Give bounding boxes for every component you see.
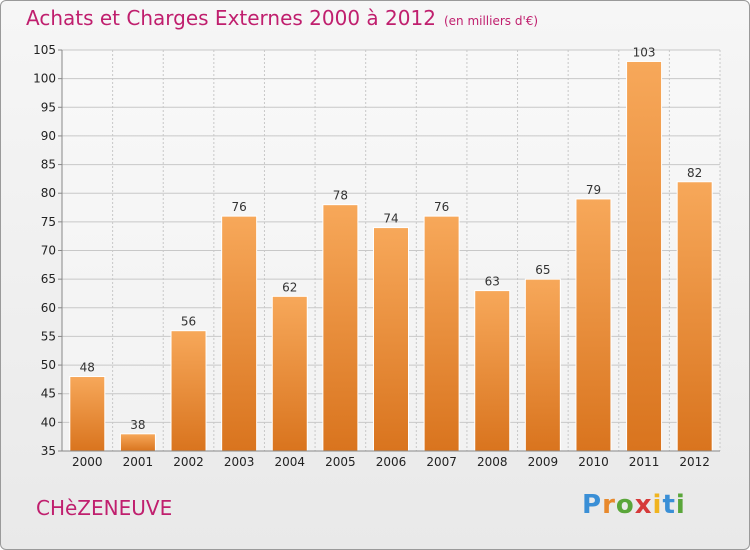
x-tick-label: 2000 — [72, 455, 103, 469]
x-tick-label: 2004 — [274, 455, 305, 469]
y-tick-label: 100 — [33, 72, 56, 86]
y-tick-label: 85 — [41, 158, 56, 172]
y-tick-label: 60 — [41, 301, 56, 315]
x-tick-label: 2006 — [376, 455, 407, 469]
logo-letter: r — [602, 490, 616, 520]
x-tick-label: 2010 — [578, 455, 609, 469]
bar-2008 — [474, 290, 511, 452]
y-tick-label: 55 — [41, 329, 56, 343]
y-tick-label: 65 — [41, 272, 56, 286]
axes: 35 40 45 50 55 60 65 70 75 80 85 90 95 100 105 2000 2001… — [33, 43, 720, 469]
x-tick-label: 2009 — [528, 455, 559, 469]
logo-letter: i — [675, 490, 686, 520]
bar-2006 — [373, 227, 409, 452]
bar-2011 — [626, 60, 663, 452]
bar-2004 — [271, 295, 308, 452]
data-label-2007: 76 — [434, 200, 449, 214]
bar-2002 — [170, 330, 207, 452]
data-label-2004: 62 — [282, 280, 297, 294]
y-tick-label: 75 — [41, 215, 56, 229]
y-tick-label: 95 — [41, 100, 56, 114]
bar-2000 — [69, 376, 106, 452]
y-tick-label: 105 — [33, 43, 56, 57]
proxiti-logo[interactable]: Proxiti — [582, 490, 686, 520]
y-tick-label: 90 — [41, 129, 56, 143]
logo-letter: t — [662, 490, 676, 520]
data-label-2011: 103 — [633, 45, 656, 59]
y-tick-label: 80 — [41, 186, 56, 200]
x-tick-label: 2007 — [426, 455, 457, 469]
logo-letter: x — [634, 490, 653, 520]
data-label-2010: 79 — [586, 183, 601, 197]
bar-2012 — [676, 181, 713, 452]
data-label-2003: 76 — [232, 200, 247, 214]
data-label-2012: 82 — [687, 166, 702, 180]
x-tick-label: 2012 — [679, 455, 710, 469]
chart-unit-note: (en milliers d'€) — [443, 14, 539, 28]
x-tick-label: 2011 — [629, 455, 660, 469]
data-label-2008: 63 — [485, 275, 500, 289]
data-label-2005: 78 — [333, 189, 348, 203]
bar-2010 — [575, 198, 612, 452]
y-tick-label: 70 — [41, 244, 56, 258]
bar-2001 — [119, 433, 156, 452]
y-tick-label: 50 — [41, 358, 56, 372]
x-tick-label: 2001 — [123, 455, 154, 469]
y-tick-label: 40 — [41, 415, 56, 429]
data-label-2000: 48 — [80, 361, 95, 375]
data-label-2002: 56 — [181, 315, 196, 329]
chart-header: Achats et Charges Externes 2000 à 2012 (e… — [26, 6, 538, 30]
commune-name: CHèZENEUVE — [36, 496, 173, 520]
data-label-2006: 74 — [383, 212, 398, 226]
chart-title: Achats et Charges Externes 2000 à 2012 — [26, 6, 436, 30]
bar-2007 — [423, 215, 460, 452]
x-tick-label: 2008 — [477, 455, 508, 469]
bar-2005 — [322, 204, 359, 452]
x-tick-label: 2003 — [224, 455, 255, 469]
data-label-2001: 38 — [130, 418, 145, 432]
data-label-2009: 65 — [535, 263, 550, 277]
x-tick-label: 2005 — [325, 455, 356, 469]
y-tick-label: 35 — [41, 444, 56, 458]
logo-letter: o — [615, 490, 635, 520]
logo-letter: P — [582, 490, 603, 520]
bar-2009 — [524, 278, 561, 452]
y-tick-label: 45 — [41, 387, 56, 401]
bars: 48 38 56 76 62 78 74 76 63 65 79 103 82 — [69, 45, 713, 452]
bar-2003 — [221, 215, 258, 452]
x-tick-label: 2002 — [173, 455, 204, 469]
logo-letter: i — [652, 490, 663, 520]
